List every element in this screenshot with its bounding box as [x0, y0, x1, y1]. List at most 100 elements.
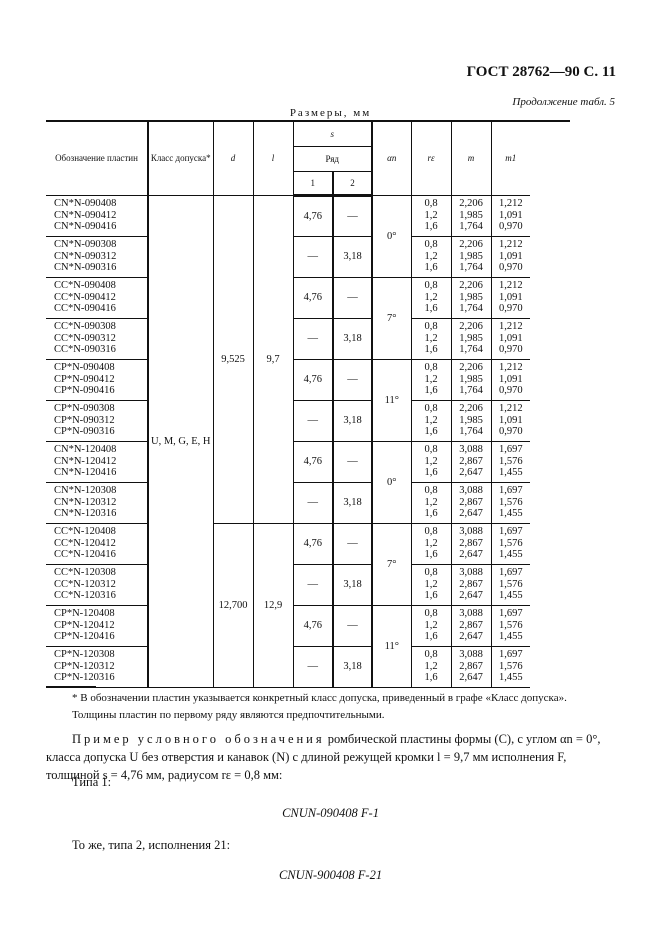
- r-cell: 0,8 1,2 1,6: [410, 481, 452, 524]
- s-row2-cell: 3,18: [332, 563, 373, 606]
- m1-cell-value: 1,455: [498, 467, 523, 479]
- s-row2-cell: —: [332, 440, 373, 483]
- s-row1-cell: 4,76: [292, 276, 334, 319]
- r-cell-value: 1,6: [424, 303, 438, 315]
- designation-value: CC*N-090408: [54, 280, 116, 292]
- r-cell-value: 0,8: [424, 321, 438, 333]
- table-continuation: Продолжение табл. 5: [512, 96, 615, 108]
- designation-value: CN*N-120308: [54, 485, 117, 497]
- r-cell: 0,8 1,2 1,6: [410, 235, 452, 278]
- m-cell-value: 3,088: [459, 444, 483, 456]
- r-cell-value: 1,2: [424, 578, 438, 590]
- r-cell-value: 0,8: [424, 280, 438, 292]
- r-cell-value: 1,2: [424, 537, 438, 549]
- m-cell-value: 1,985: [459, 291, 483, 303]
- designation-value: CC*N-090412: [54, 291, 116, 303]
- code-2: CNUN-900408 F-21: [278, 868, 383, 882]
- m-cell-value: 1,764: [459, 221, 483, 233]
- m1-cell-value: 0,970: [498, 385, 523, 397]
- r-cell: 0,8 1,2 1,6: [410, 645, 452, 688]
- alpha-cell: 11°: [371, 604, 412, 688]
- type-2-label: То же, типа 2, исполнения 21:: [72, 838, 231, 852]
- m1-cell-value: 1,212: [498, 362, 523, 374]
- m1-cell-value: 1,091: [498, 373, 523, 385]
- r-cell-value: 0,8: [424, 239, 438, 251]
- designation-value: CC*N-120412: [54, 537, 116, 549]
- header-alpha: αn: [371, 120, 412, 196]
- m1-cell-value: 0,970: [498, 344, 523, 356]
- header-tolerance-class: Класс допуска*: [147, 120, 214, 196]
- m1-cell-value: 1,212: [498, 280, 523, 292]
- r-cell-value: 1,6: [424, 344, 438, 356]
- r-cell-value: 1,2: [424, 660, 438, 672]
- m-cell-value: 2,647: [459, 672, 483, 684]
- m-cell-value: 2,867: [459, 578, 483, 590]
- designation: CC*N-090308 CC*N-090312 CC*N-090316: [46, 317, 149, 360]
- s-row2-cell: 3,18: [332, 481, 373, 524]
- m-cell-value: 2,647: [459, 590, 483, 602]
- designation-value: CP*N-120312: [54, 660, 115, 672]
- d-cell: 9,525: [212, 194, 254, 524]
- m-cell-value: 2,206: [459, 198, 483, 210]
- s-row2-cell: —: [332, 604, 373, 647]
- designation: CP*N-120408 CP*N-120412 CP*N-120416: [46, 604, 149, 647]
- m1-cell-value: 1,576: [498, 619, 523, 631]
- header-l: l: [252, 120, 294, 196]
- m-cell-value: 2,647: [459, 549, 483, 561]
- type-1-label: Типа 1:: [72, 775, 112, 789]
- designation: CP*N-090308 CP*N-090312 CP*N-090316: [46, 399, 149, 442]
- m-cell-value: 2,206: [459, 362, 483, 374]
- s-row2-cell: —: [332, 358, 373, 401]
- r-cell: 0,8 1,2 1,6: [410, 440, 452, 483]
- alpha-cell: 0°: [371, 440, 412, 524]
- m1-cell: 1,697 1,576 1,455: [490, 645, 530, 688]
- r-cell-value: 1,6: [424, 590, 438, 602]
- m-cell-value: 3,088: [459, 649, 483, 661]
- designation-value: CN*N-120408: [54, 444, 117, 456]
- m1-cell-value: 1,697: [498, 526, 523, 538]
- m1-cell-value: 1,455: [498, 508, 523, 520]
- m1-cell-value: 1,212: [498, 239, 523, 251]
- designation: CC*N-120308 CC*N-120312 CC*N-120316: [46, 563, 149, 606]
- l-cell: 9,7: [252, 194, 294, 524]
- example-text-2: класса допуска U без отверстия и канавок…: [46, 750, 567, 764]
- designation-value: CP*N-090416: [54, 385, 115, 397]
- m1-cell-value: 1,455: [498, 672, 523, 684]
- s-row2-cell: 3,18: [332, 317, 373, 360]
- designation-value: CN*N-120412: [54, 455, 117, 467]
- m1-cell-value: 1,091: [498, 291, 523, 303]
- m-cell-value: 2,206: [459, 403, 483, 415]
- m1-cell-value: 1,576: [498, 455, 523, 467]
- designation-value: CC*N-120408: [54, 526, 116, 538]
- m1-cell: 1,212 1,091 0,970: [490, 276, 530, 319]
- designation: CN*N-120308 CN*N-120312 CN*N-120316: [46, 481, 149, 524]
- m1-cell: 1,212 1,091 0,970: [490, 317, 530, 360]
- m1-cell-value: 1,576: [498, 496, 523, 508]
- example-spaced-heading: Пример условного обозначения: [72, 732, 325, 746]
- designation-value: CC*N-120308: [54, 567, 116, 579]
- table-row-group: CP*N-090308 CP*N-090312 CP*N-090316 —3,18 0,…: [46, 399, 570, 442]
- s-row2-cell: —: [332, 194, 373, 237]
- m-cell-value: 1,764: [459, 426, 483, 438]
- r-cell-value: 0,8: [424, 198, 438, 210]
- r-cell-value: 1,6: [424, 262, 438, 274]
- m1-cell-value: 1,091: [498, 332, 523, 344]
- example-text-1: ромбической пластины формы (С), с углом …: [324, 732, 601, 746]
- designation-value: CP*N-090408: [54, 362, 115, 374]
- m1-cell-value: 1,576: [498, 660, 523, 672]
- r-cell: 0,8 1,2 1,6: [410, 563, 452, 606]
- designation: CN*N-090408 CN*N-090412 CN*N-090416: [46, 194, 149, 237]
- designation-value: CC*N-120316: [54, 590, 116, 602]
- m1-cell-value: 1,576: [498, 578, 523, 590]
- m1-cell-value: 1,091: [498, 250, 523, 262]
- m1-cell-value: 1,697: [498, 444, 523, 456]
- m-cell: 3,088 2,867 2,647: [450, 604, 492, 647]
- m-cell-value: 2,647: [459, 467, 483, 479]
- m1-cell: 1,212 1,091 0,970: [490, 235, 530, 278]
- alpha-cell: 7°: [371, 522, 412, 606]
- s-row1-cell: 4,76: [292, 440, 334, 483]
- m1-cell: 1,697 1,576 1,455: [490, 481, 530, 524]
- header-s: s: [292, 120, 373, 147]
- designation-value: CC*N-120312: [54, 578, 116, 590]
- m1-cell-value: 1,576: [498, 537, 523, 549]
